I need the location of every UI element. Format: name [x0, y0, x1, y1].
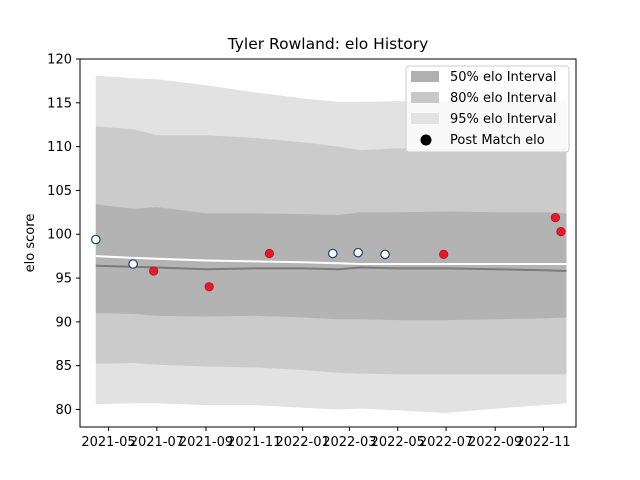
- legend-box: [405, 65, 570, 153]
- post-match-point: [264, 248, 274, 259]
- y-tick-label: 100: [47, 228, 72, 243]
- y-tick-label: 85: [55, 359, 72, 374]
- x-tick-label: 2021-11: [227, 435, 281, 450]
- legend: 50% elo Interval 80% elo Interval 95% elo …: [405, 65, 570, 153]
- x-tick-label: 2021-09: [179, 435, 233, 450]
- x-tick-label: 2021-05: [81, 435, 135, 450]
- y-tick-label: 110: [47, 140, 72, 155]
- y-tick-label: 90: [55, 315, 72, 330]
- post-match-point: [439, 249, 449, 259]
- post-match-point: [149, 266, 159, 276]
- legend-swatch: [411, 92, 439, 103]
- post-match-point: [550, 212, 560, 223]
- x-tick-label: 2022-07: [419, 435, 473, 450]
- post-match-point: [556, 227, 566, 237]
- axes: 808590951001051101151202021-052021-07202…: [47, 53, 577, 450]
- chart-title: Tyler Rowland: elo History: [227, 35, 429, 53]
- y-tick-label: 105: [47, 184, 72, 199]
- x-tick-label: 2022-03: [322, 435, 376, 450]
- legend-marker: [420, 134, 432, 146]
- x-tick-label: 2021-07: [130, 435, 184, 450]
- x-tick-label: 2022-11: [516, 435, 570, 450]
- open-point: [128, 259, 138, 269]
- median-line: [95, 264, 567, 272]
- open-point: [380, 249, 390, 260]
- y-axis-label: elo score: [23, 214, 38, 273]
- post-match-point: [204, 282, 214, 292]
- y-tick-label: 120: [47, 53, 72, 68]
- legend-swatch: [411, 113, 439, 124]
- legend-swatch: [411, 71, 439, 82]
- legend-label: 80% elo Interval: [450, 91, 557, 106]
- mean-line: [95, 255, 567, 265]
- y-tick-label: 95: [55, 272, 72, 287]
- plot-area: [91, 75, 567, 413]
- open-point: [353, 247, 363, 258]
- plot-frame: [79, 58, 577, 428]
- x-tick-label: 2022-05: [371, 435, 425, 450]
- x-tick-label: 2022-01: [275, 435, 329, 450]
- legend-label: Post Match elo: [450, 133, 545, 148]
- y-tick-label: 80: [55, 403, 72, 418]
- open-point: [327, 248, 338, 259]
- open-point: [91, 234, 101, 245]
- legend-label: 50% elo Interval: [450, 70, 557, 85]
- y-tick-label: 115: [47, 96, 72, 111]
- legend-label: 95% elo Interval: [450, 112, 557, 127]
- x-tick-label: 2022-09: [468, 435, 522, 450]
